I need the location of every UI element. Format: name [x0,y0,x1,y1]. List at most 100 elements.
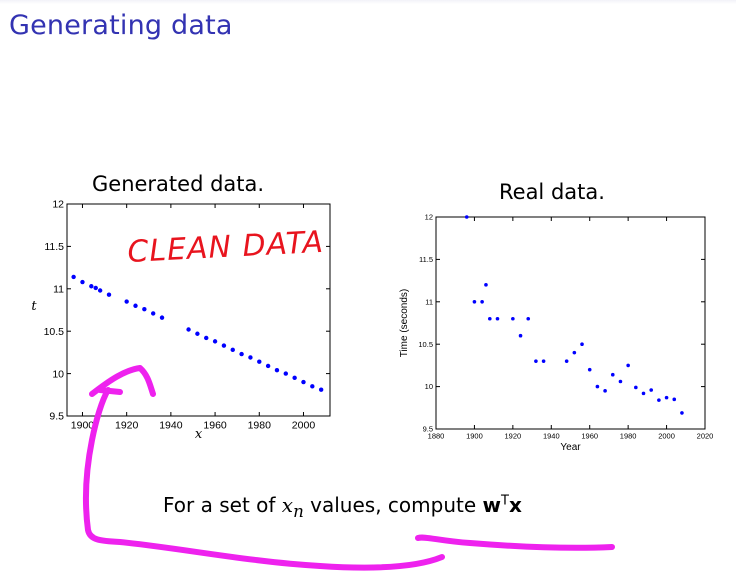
data-point [541,359,546,363]
axes-frame [66,203,331,417]
data-point [159,315,165,320]
data-point [186,327,191,332]
x-tick-label: 1940 [543,432,560,441]
x-tick-label: 1980 [248,420,272,432]
data-point [80,279,85,285]
data-point [212,339,218,344]
data-point [472,300,477,304]
x-tick-label: 2020 [697,432,714,441]
data-point [580,342,584,347]
x-tick-label: 1900 [466,432,483,441]
x-axis-label: Year [560,442,581,453]
data-point [526,316,531,321]
x-tick-label: 1960 [203,420,227,432]
caption-w: w [482,493,501,517]
x-tick-label: 2000 [658,432,675,441]
y-tick-label: 12 [425,213,433,222]
data-point [292,375,297,381]
data-point [195,331,200,336]
data-point [97,288,103,293]
data-point [301,379,306,385]
clean-data-annotation: CLEAN DATA [127,225,325,270]
data-point [239,351,244,357]
data-point [150,311,156,316]
data-point [534,359,538,363]
data-point [257,359,262,364]
caption-subscript: n [293,502,304,521]
handdrawn-arrowhead [89,365,156,397]
data-point [664,395,669,400]
data-point [595,384,600,389]
data-point [71,274,76,280]
data-point [603,389,607,393]
data-point [626,363,630,368]
data-point [274,368,280,373]
y-tick-label: 11 [425,297,433,306]
data-point [495,316,500,321]
data-point [318,387,324,392]
data-point [484,283,488,287]
data-point [672,397,677,402]
caption-transpose: T [501,493,509,509]
data-point [124,299,129,304]
data-point [93,285,98,291]
data-point [248,355,253,360]
data-point [641,391,646,396]
data-point [480,300,484,304]
data-point [142,306,147,312]
data-point [657,398,661,402]
generated-data-plot: 1900 1920 1940 1960 1980 2000 9.5 10 10.5 11 11.5 1… [31,199,331,442]
y-tick-label: 10.5 [418,340,433,349]
y-tick-label: 12 [52,199,64,211]
slide-title: Generating data [9,10,233,41]
data-point [511,316,515,321]
caption-prefix: For a set of [163,493,282,517]
data-point [89,284,94,289]
x-tick-label: 1900 [71,420,95,432]
x-tick-label: 1920 [505,432,522,441]
data-point [610,372,615,377]
y-tick-label: 11.5 [419,255,433,264]
x-tick-label: 1920 [115,420,139,432]
caption-middle: values, compute [303,493,483,517]
x-tick-label: 1960 [581,432,598,441]
data-point [133,303,138,308]
real-data-title: Real data. [499,180,605,204]
y-tick-label: 10 [52,368,64,380]
y-tick-label: 10 [425,382,433,391]
data-point [221,343,227,348]
handdrawn-arrow [82,387,615,571]
x-tick-label: 2000 [292,420,316,432]
x-tick-label: 1980 [620,432,637,441]
data-point [265,363,271,369]
data-point [204,335,209,341]
y-tick-label: 11.5 [44,241,64,253]
axes-frame [435,216,706,430]
data-point [649,388,653,392]
header-rule [0,0,736,4]
caption-x: x [508,493,522,517]
y-tick-label: 10.5 [44,326,65,338]
data-point [587,367,592,372]
y-axis-label: Time (seconds) [399,289,410,358]
data-point [518,333,523,338]
y-tick-label: 9.5 [49,411,64,423]
x-tick-label: 1880 [428,432,445,441]
y-tick-label: 11 [53,283,64,295]
generated-data-title: Generated data. [92,172,265,196]
data-point [634,385,638,390]
data-point [488,316,492,321]
caption-variable: x [281,493,294,517]
data-point [230,347,235,353]
data-point [106,292,112,297]
y-tick-label: 9.5 [423,425,433,434]
y-axis-label: t [31,299,37,314]
data-point [310,384,315,389]
data-point [564,359,569,363]
data-point [680,411,684,415]
data-point [464,215,469,219]
x-axis-label: x [195,427,203,442]
x-tick-label: 1940 [159,420,183,432]
caption: For a set of xn values, compute wTx [163,493,522,521]
